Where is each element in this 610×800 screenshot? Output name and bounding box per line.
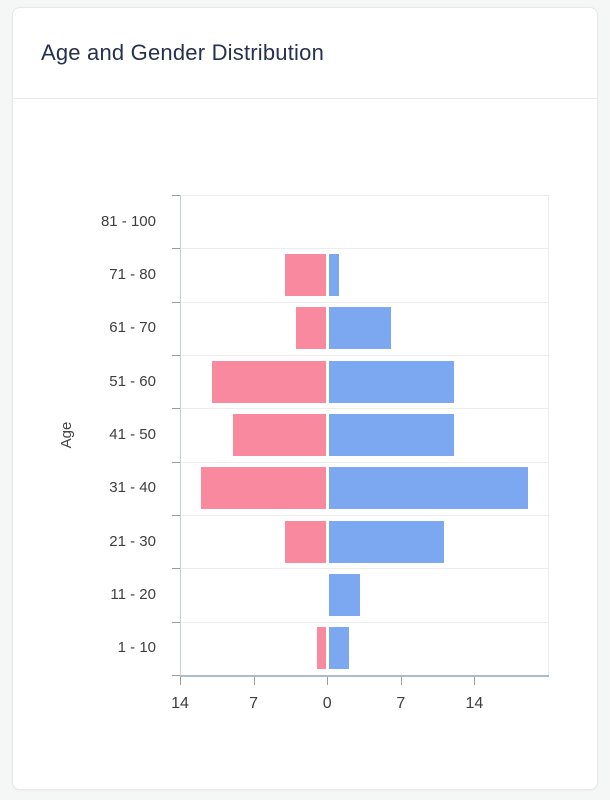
y-axis-title: Age [58,421,75,449]
y-axis-tick [172,301,180,303]
x-axis-tick-label: 14 [465,695,484,712]
x-axis-tick [327,677,329,685]
y-axis-category-label: 31 - 40 [109,479,156,497]
bar-right-blue[interactable] [329,307,392,350]
gridline [180,195,548,196]
y-axis-category-label: 81 - 100 [100,212,156,230]
gridline [180,621,548,623]
bar-left-pink[interactable] [232,414,327,456]
bar-right-blue[interactable] [329,360,455,403]
bar-left-pink[interactable] [285,520,327,563]
x-axis-tick [253,677,255,685]
x-axis-tick-label: 14 [171,695,189,712]
y-axis-tick [172,461,180,463]
y-axis-tick [172,621,180,623]
y-axis-tick [172,355,180,356]
y-axis-tick [172,568,180,570]
y-axis-tick [172,248,180,250]
x-axis-tick [474,677,476,685]
y-axis-category-label: 61 - 70 [109,319,156,337]
gridline [180,355,548,356]
bar-left-pink[interactable] [316,627,327,670]
y-axis-tick [172,515,180,516]
x-axis-tick-label: 7 [249,695,259,712]
card-header: Age and Gender Distribution [13,8,597,98]
header-divider [13,98,597,99]
bar-right-blue[interactable] [329,520,444,563]
y-axis-category-label: 41 - 50 [109,426,156,443]
x-axis-tick [400,677,402,685]
gridline [180,568,548,570]
bar-left-pink[interactable] [201,467,327,510]
chart-title: Age and Gender Distribution [41,40,325,65]
age-gender-pyramid-chart: 81 - 100 71 - 80 61 - 70 51 - 60 41 - 50 31 -… [13,99,597,789]
gridline [180,301,548,303]
bar-right-blue[interactable] [329,414,455,456]
x-axis-tick [180,677,181,685]
bar-right-blue[interactable] [329,467,528,510]
y-axis-category-label: 21 - 30 [109,532,156,550]
bar-left-pink[interactable] [285,254,327,296]
y-axis-tick [172,195,180,196]
bar-right-blue[interactable] [329,574,360,616]
bar-left-pink[interactable] [295,307,327,350]
x-axis-line [180,675,549,677]
y-axis-category-label: 1 - 10 [117,639,156,657]
bar-right-blue[interactable] [329,627,350,670]
gridline [180,461,548,463]
y-axis-category-label: 51 - 60 [109,372,156,390]
gridline [180,408,548,410]
y-axis-tick [172,675,180,676]
y-axis-tick [172,408,180,410]
gridline [180,248,548,250]
x-axis-tick-label: 0 [322,695,332,712]
bar-left-pink[interactable] [211,360,327,403]
x-axis-tick-label: 7 [396,695,406,712]
chart-card: Age and Gender Distribution 81 - 100 71 -… [12,7,598,790]
gridline [180,515,548,516]
y-axis-category-label: 11 - 20 [110,586,156,603]
y-axis-category-label: 71 - 80 [109,266,156,283]
bar-right-blue[interactable] [329,254,339,296]
plot-right-border [548,195,549,675]
y-axis-line [180,195,181,675]
